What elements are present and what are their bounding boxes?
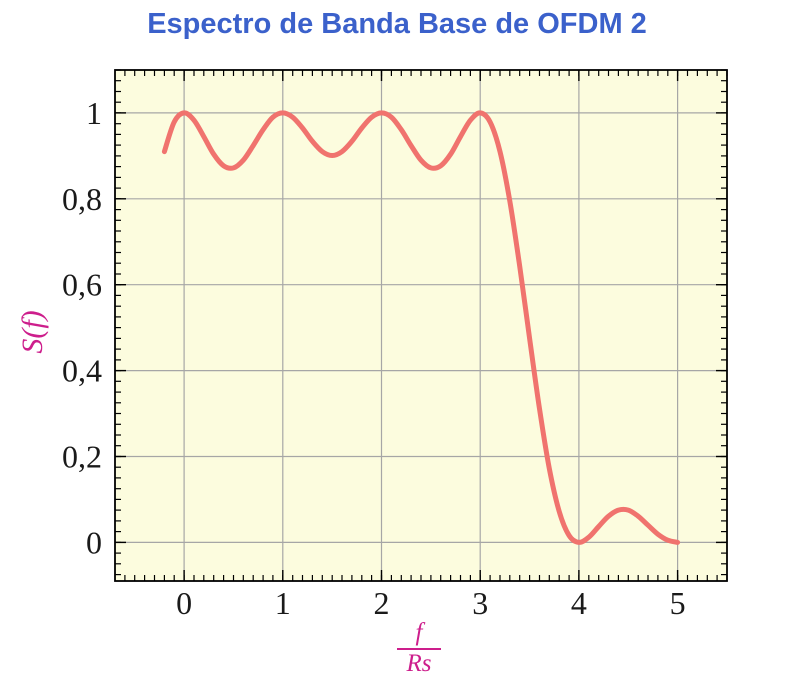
- x-tick-label: 1: [275, 585, 291, 621]
- x-tick-label: 3: [472, 585, 488, 621]
- x-axis-label-numerator: f: [415, 619, 423, 646]
- x-tick-label: 5: [670, 585, 686, 621]
- x-tick-label: 2: [374, 585, 390, 621]
- y-tick-label: 0: [86, 524, 102, 560]
- plot-frame: [114, 69, 728, 582]
- x-axis-label: f Rs: [384, 619, 454, 678]
- chart-title: Espectro de Banda Base de OFDM 2: [147, 8, 647, 40]
- fraction-bar: [397, 648, 441, 651]
- y-tick-label: 0,6: [62, 267, 102, 303]
- spectrum-curve: [161, 110, 681, 545]
- y-axis-label: S(f): [16, 310, 49, 354]
- x-tick-label: 4: [571, 585, 587, 621]
- y-tick-label: 0,4: [62, 353, 102, 389]
- x-axis-label-denominator: Rs: [406, 650, 432, 678]
- x-tick-label: 0: [176, 585, 192, 621]
- y-tick-label: 1: [86, 95, 102, 131]
- y-tick-label: 0,8: [62, 181, 102, 217]
- y-tick-label: 0,2: [62, 439, 102, 475]
